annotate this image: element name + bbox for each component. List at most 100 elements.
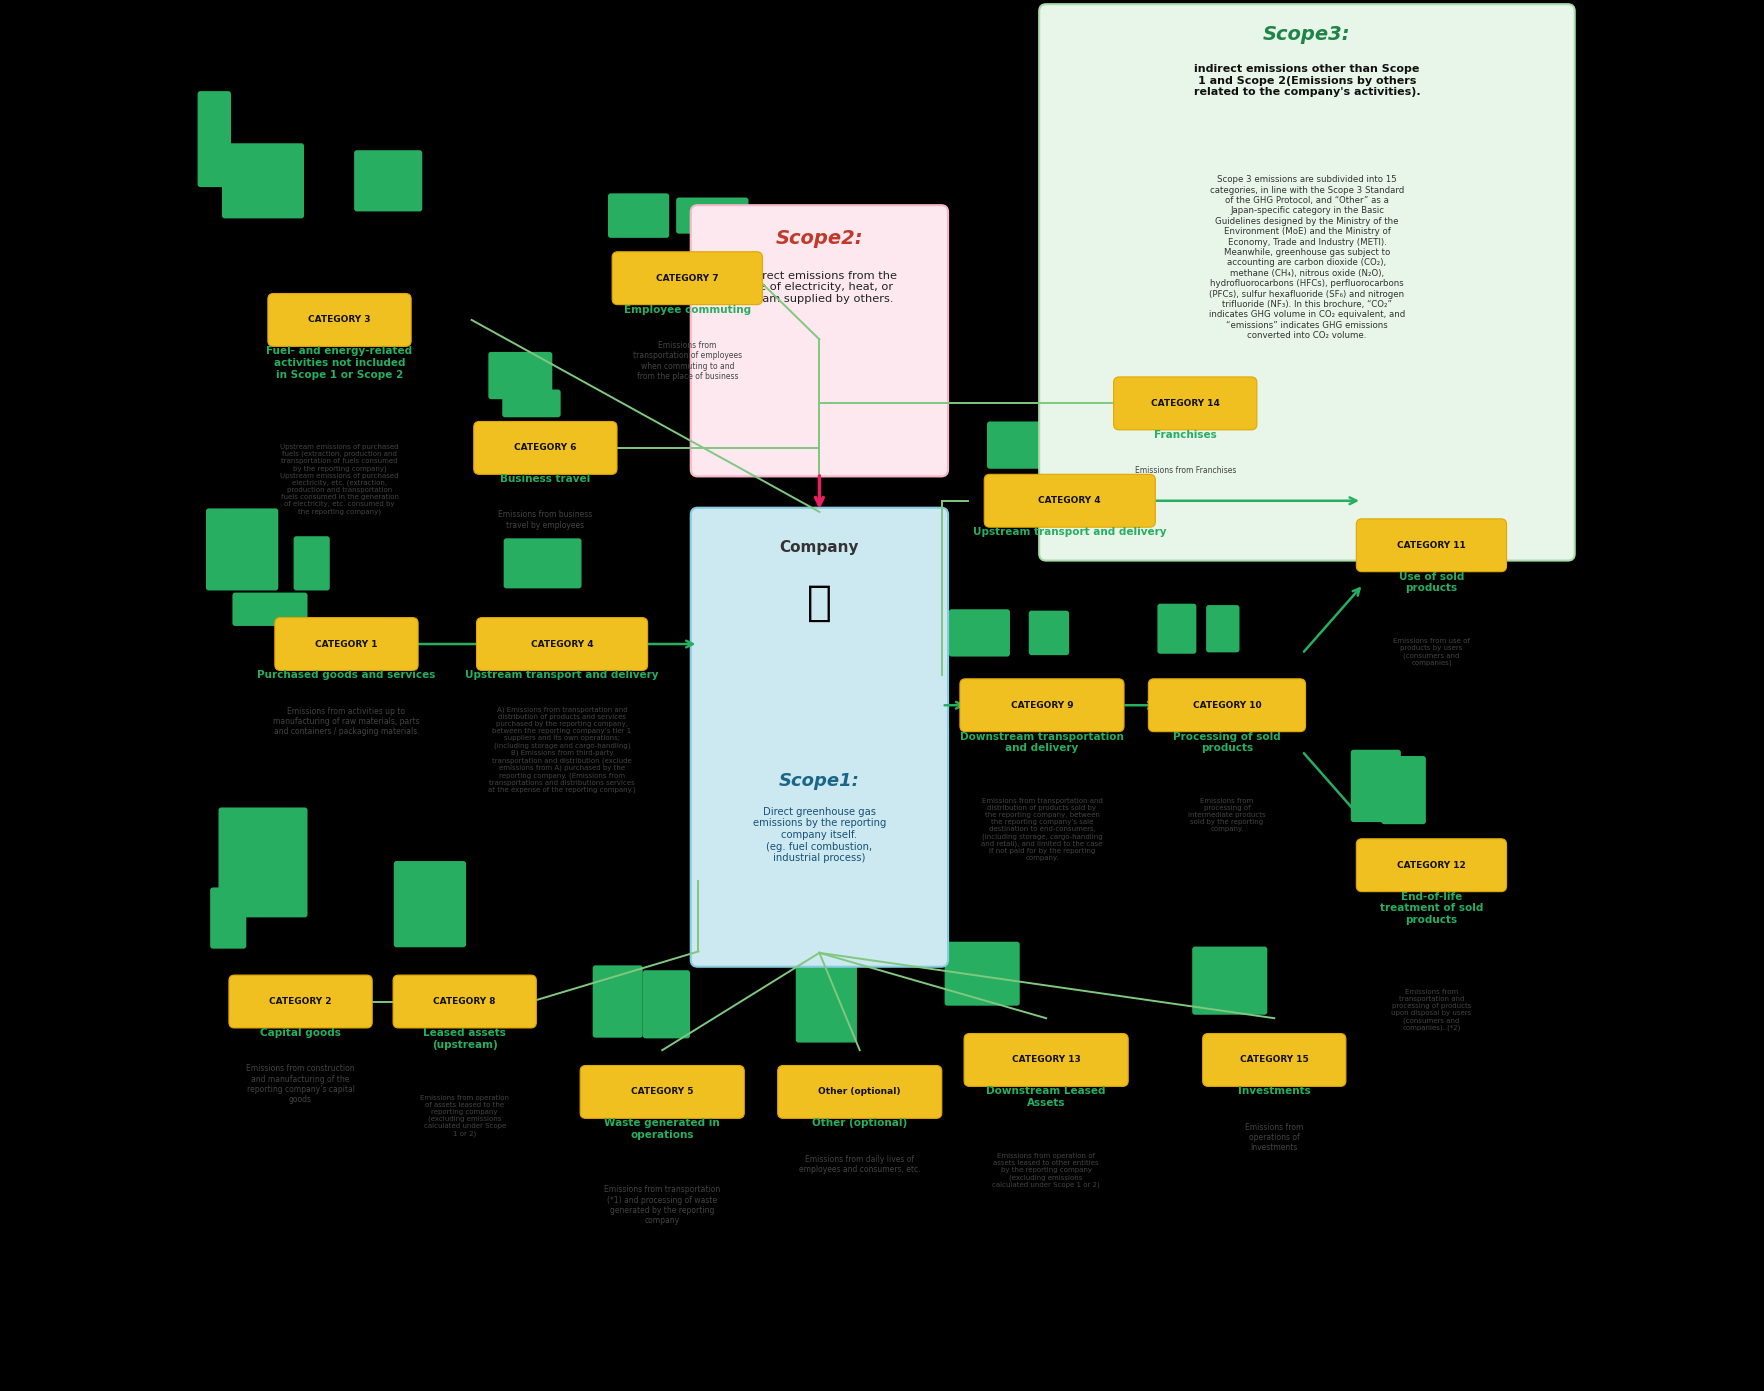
Text: Scope2:: Scope2: <box>776 228 863 248</box>
Text: Direct greenhouse gas
emissions by the reporting
company itself.
(eg. fuel combu: Direct greenhouse gas emissions by the r… <box>753 807 886 864</box>
FancyBboxPatch shape <box>489 352 552 399</box>
FancyBboxPatch shape <box>1162 275 1185 337</box>
FancyBboxPatch shape <box>691 508 947 967</box>
Text: Emissions from
processing of
intermediate products
sold by the reporting
company: Emissions from processing of intermediat… <box>1189 798 1267 832</box>
FancyBboxPatch shape <box>609 193 669 238</box>
Text: CATEGORY 1: CATEGORY 1 <box>316 640 377 648</box>
Text: Emissions from construction
and manufacturing of the
reporting company’s capital: Emissions from construction and manufact… <box>247 1064 355 1104</box>
FancyBboxPatch shape <box>944 942 1020 1006</box>
Text: Emissions from
transportation of employees
when commuting to and
from the place : Emissions from transportation of employe… <box>633 341 743 381</box>
FancyBboxPatch shape <box>475 421 617 474</box>
Text: Waste generated in
operations: Waste generated in operations <box>605 1118 720 1141</box>
Text: Investments: Investments <box>1238 1086 1311 1096</box>
FancyBboxPatch shape <box>593 965 642 1038</box>
FancyBboxPatch shape <box>1028 611 1069 655</box>
Text: indirect emissions other than Scope
1 and Scope 2(Emissions by others
related to: indirect emissions other than Scope 1 an… <box>1194 64 1420 97</box>
FancyBboxPatch shape <box>1099 285 1171 360</box>
Text: CATEGORY 4: CATEGORY 4 <box>1039 497 1101 505</box>
Text: CATEGORY 14: CATEGORY 14 <box>1150 399 1219 408</box>
Text: Emissions from Franchises: Emissions from Franchises <box>1134 466 1237 474</box>
Text: Upstream emissions of purchased
fuels (extraction, production and
transportation: Upstream emissions of purchased fuels (e… <box>280 444 399 515</box>
FancyBboxPatch shape <box>505 538 582 588</box>
FancyBboxPatch shape <box>580 1066 744 1118</box>
FancyBboxPatch shape <box>988 421 1055 469</box>
Text: Franchises: Franchises <box>1154 430 1217 440</box>
Text: Employee commuting: Employee commuting <box>624 305 751 314</box>
Text: Emissions from transportation and
distribution of products sold by
the reporting: Emissions from transportation and distri… <box>981 798 1102 861</box>
Text: Use of sold
products: Use of sold products <box>1399 572 1464 594</box>
FancyBboxPatch shape <box>1039 4 1575 561</box>
Text: CATEGORY 9: CATEGORY 9 <box>1011 701 1073 709</box>
Text: Other (optional): Other (optional) <box>818 1088 901 1096</box>
Text: CATEGORY 10: CATEGORY 10 <box>1192 701 1261 709</box>
Text: Emissions from business
travel by employees: Emissions from business travel by employ… <box>497 510 593 530</box>
Text: Processing of sold
products: Processing of sold products <box>1173 732 1281 754</box>
Text: Upstream transport and delivery: Upstream transport and delivery <box>974 527 1166 537</box>
FancyBboxPatch shape <box>393 861 466 947</box>
Text: Company: Company <box>780 540 859 555</box>
Text: Scope1:: Scope1: <box>780 772 859 790</box>
FancyBboxPatch shape <box>965 1034 1129 1086</box>
FancyBboxPatch shape <box>355 150 422 211</box>
FancyBboxPatch shape <box>676 198 748 234</box>
FancyBboxPatch shape <box>229 975 372 1028</box>
Text: Purchased goods and services: Purchased goods and services <box>258 670 436 680</box>
FancyBboxPatch shape <box>476 618 647 670</box>
Text: Emissions from
operations of
Investments: Emissions from operations of Investments <box>1245 1123 1304 1152</box>
FancyBboxPatch shape <box>1203 1034 1346 1086</box>
Text: Emissions from
transportation and
processing of products
upon disposal by users
: Emissions from transportation and proces… <box>1392 989 1471 1031</box>
FancyBboxPatch shape <box>1157 604 1196 654</box>
Text: CATEGORY 11: CATEGORY 11 <box>1397 541 1466 549</box>
FancyBboxPatch shape <box>1113 377 1258 430</box>
Text: Fuel- and energy-related
activities not included
in Scope 1 or Scope 2: Fuel- and energy-related activities not … <box>266 346 413 380</box>
FancyBboxPatch shape <box>1192 947 1267 1015</box>
Text: CATEGORY 8: CATEGORY 8 <box>434 997 496 1006</box>
Text: Downstream Leased
Assets: Downstream Leased Assets <box>986 1086 1106 1109</box>
FancyBboxPatch shape <box>503 389 561 417</box>
Text: CATEGORY 13: CATEGORY 13 <box>1013 1056 1081 1064</box>
FancyBboxPatch shape <box>206 508 279 590</box>
Text: Emissions from use of
products by users
(consumers and
companies): Emissions from use of products by users … <box>1394 638 1469 666</box>
FancyBboxPatch shape <box>612 252 762 305</box>
Text: Business travel: Business travel <box>501 474 591 484</box>
FancyBboxPatch shape <box>233 593 307 626</box>
Text: CATEGORY 6: CATEGORY 6 <box>513 444 577 452</box>
Text: CATEGORY 15: CATEGORY 15 <box>1240 1056 1309 1064</box>
Text: A) Emissions from transportation and
distribution of products and services
purch: A) Emissions from transportation and dis… <box>489 707 637 793</box>
Text: CATEGORY 3: CATEGORY 3 <box>309 316 370 324</box>
FancyBboxPatch shape <box>1357 839 1506 892</box>
Text: CATEGORY 12: CATEGORY 12 <box>1397 861 1466 869</box>
FancyBboxPatch shape <box>1357 519 1506 572</box>
FancyBboxPatch shape <box>691 204 947 476</box>
Text: 🏙: 🏙 <box>806 581 833 623</box>
FancyBboxPatch shape <box>984 474 1155 527</box>
FancyBboxPatch shape <box>960 679 1124 732</box>
Text: Emissions from operation of
assets leased to other entities
by the reporting com: Emissions from operation of assets lease… <box>993 1153 1101 1188</box>
FancyBboxPatch shape <box>1351 444 1409 516</box>
Text: End-of-life
treatment of sold
products: End-of-life treatment of sold products <box>1379 892 1484 925</box>
FancyBboxPatch shape <box>219 807 307 918</box>
FancyBboxPatch shape <box>1148 679 1305 732</box>
FancyBboxPatch shape <box>778 1066 942 1118</box>
Text: Downstream transportation
and delivery: Downstream transportation and delivery <box>960 732 1124 754</box>
FancyBboxPatch shape <box>275 618 418 670</box>
FancyBboxPatch shape <box>393 975 536 1028</box>
FancyBboxPatch shape <box>1207 605 1240 652</box>
FancyBboxPatch shape <box>642 971 690 1038</box>
FancyBboxPatch shape <box>198 90 231 186</box>
Text: Other (optional): Other (optional) <box>811 1118 907 1128</box>
FancyBboxPatch shape <box>268 294 411 346</box>
FancyBboxPatch shape <box>949 609 1011 657</box>
FancyBboxPatch shape <box>293 536 330 590</box>
Text: Capital goods: Capital goods <box>259 1028 340 1038</box>
Text: Emissions from transportation
(*1) and processing of waste
generated by the repo: Emissions from transportation (*1) and p… <box>603 1185 720 1225</box>
FancyBboxPatch shape <box>796 960 857 1043</box>
FancyBboxPatch shape <box>1381 757 1425 823</box>
Text: Scope3:: Scope3: <box>1263 25 1351 45</box>
Text: Emissions from activities up to
manufacturing of raw materials, parts
and contai: Emissions from activities up to manufact… <box>273 707 420 736</box>
FancyBboxPatch shape <box>210 887 247 949</box>
Text: 🏭: 🏭 <box>803 67 836 121</box>
Text: Scope 3 emissions are subdivided into 15
categories, in line with the Scope 3 St: Scope 3 emissions are subdivided into 15… <box>1208 175 1406 341</box>
Text: Emissions from operation
of assets leased to the
reporting company
(excluding em: Emissions from operation of assets lease… <box>420 1095 510 1136</box>
FancyBboxPatch shape <box>1351 750 1401 822</box>
